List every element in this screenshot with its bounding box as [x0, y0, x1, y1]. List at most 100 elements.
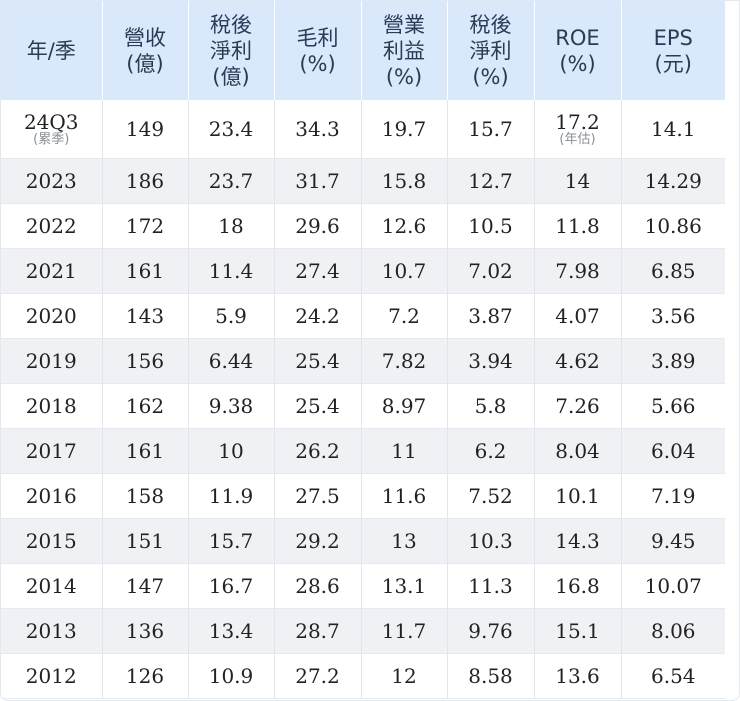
header-label-line: ROE [555, 25, 600, 50]
roe-cell: 14 [534, 158, 622, 204]
table-row: 24Q3 (累季) 149 23.4 34.3 19.7 15.7 17.2 (… [1, 100, 725, 159]
operating-margin-cell: 12 [361, 653, 448, 699]
roe-cell: 16.8 [534, 563, 622, 609]
net-margin-cell: 3.94 [447, 338, 535, 384]
gross-margin-cell: 27.5 [274, 473, 362, 519]
net-margin-cell: 7.52 [447, 473, 535, 519]
table-row: 2018 162 9.38 25.4 8.97 5.8 7.26 5.66 [1, 383, 725, 429]
net-margin-cell: 11.3 [447, 563, 535, 609]
eps-cell: 8.06 [621, 608, 725, 654]
net-margin-cell: 10.5 [447, 203, 535, 249]
period-cell: 2015 [1, 518, 103, 564]
eps-header: EPS (元) [621, 1, 725, 100]
period-cell: 24Q3 (累季) [1, 100, 103, 159]
net-income-cell: 6.44 [188, 338, 275, 384]
period-note: (累季) [33, 131, 70, 147]
operating-margin-cell: 15.8 [361, 158, 448, 204]
table-row: 2019 156 6.44 25.4 7.82 3.94 4.62 3.89 [1, 338, 725, 384]
scroll-gutter [725, 1, 739, 700]
net-income-cell: 23.7 [188, 158, 275, 204]
period-header: 年/季 [1, 1, 103, 100]
period-cell: 2021 [1, 248, 103, 294]
net-income-cell: 9.38 [188, 383, 275, 429]
header-row: 年/季 營收 (億) 稅後 淨利 (億) 毛利 (%) 營業 利益 (%) 稅後 淨利 (%) ROE (%)… [1, 1, 725, 100]
net-income-cell: 5.9 [188, 293, 275, 339]
gross-margin-cell: 26.2 [274, 428, 362, 474]
net-margin-cell: 10.3 [447, 518, 535, 564]
roe-cell: 4.62 [534, 338, 622, 384]
period-cell: 2020 [1, 293, 103, 339]
revenue-cell: 161 [102, 248, 189, 294]
eps-cell: 10.07 [621, 563, 725, 609]
roe-cell: 15.1 [534, 608, 622, 654]
net-margin-header: 稅後 淨利 (%) [447, 1, 535, 100]
roe-cell: 13.6 [534, 653, 622, 699]
net-income-cell: 15.7 [188, 518, 275, 564]
header-label-line: 淨利 [210, 38, 252, 63]
table-row: 2023 186 23.7 31.7 15.8 12.7 14 14.29 [1, 158, 725, 204]
net-income-cell: 13.4 [188, 608, 275, 654]
period-cell: 2018 [1, 383, 103, 429]
net-margin-cell: 9.76 [447, 608, 535, 654]
net-income-cell: 11.9 [188, 473, 275, 519]
table-row: 2017 161 10 26.2 11 6.2 8.04 6.04 [1, 428, 725, 474]
header-label-line: 營業 [383, 12, 425, 37]
gross-margin-cell: 24.2 [274, 293, 362, 339]
operating-margin-cell: 7.2 [361, 293, 448, 339]
roe-cell: 8.04 [534, 428, 622, 474]
table-row: 2021 161 11.4 27.4 10.7 7.02 7.98 6.85 [1, 248, 725, 294]
period-value: 24Q3 [23, 109, 79, 134]
revenue-cell: 172 [102, 203, 189, 249]
eps-cell: 9.45 [621, 518, 725, 564]
roe-cell: 10.1 [534, 473, 622, 519]
header-label-line: (元) [654, 51, 692, 76]
revenue-cell: 136 [102, 608, 189, 654]
net-margin-cell: 5.8 [447, 383, 535, 429]
roe-note: (年估) [559, 131, 596, 147]
net-income-cell: 16.7 [188, 563, 275, 609]
roe-cell: 7.26 [534, 383, 622, 429]
revenue-cell: 161 [102, 428, 189, 474]
period-cell: 2023 [1, 158, 103, 204]
gross-margin-header: 毛利 (%) [274, 1, 362, 100]
operating-margin-cell: 11.7 [361, 608, 448, 654]
operating-margin-cell: 7.82 [361, 338, 448, 384]
roe-cell: 14.3 [534, 518, 622, 564]
revenue-cell: 186 [102, 158, 189, 204]
revenue-cell: 156 [102, 338, 189, 384]
table-row: 2012 126 10.9 27.2 12 8.58 13.6 6.54 [1, 653, 725, 699]
table-row: 2014 147 16.7 28.6 13.1 11.3 16.8 10.07 [1, 563, 725, 609]
eps-cell: 6.54 [621, 653, 725, 699]
roe-header: ROE (%) [534, 1, 622, 100]
period-cell: 2016 [1, 473, 103, 519]
gross-margin-cell: 34.3 [274, 100, 362, 159]
revenue-cell: 162 [102, 383, 189, 429]
gross-margin-cell: 25.4 [274, 383, 362, 429]
roe-cell: 7.98 [534, 248, 622, 294]
header-label-line: 營收 [124, 25, 166, 50]
eps-cell: 6.85 [621, 248, 725, 294]
period-cell: 2022 [1, 203, 103, 249]
gross-margin-cell: 29.6 [274, 203, 362, 249]
eps-cell: 5.66 [621, 383, 725, 429]
table-row: 2020 143 5.9 24.2 7.2 3.87 4.07 3.56 [1, 293, 725, 339]
table-row: 2015 151 15.7 29.2 13 10.3 14.3 9.45 [1, 518, 725, 564]
roe-cell: 11.8 [534, 203, 622, 249]
header-label-line: EPS [653, 25, 693, 50]
gross-margin-cell: 28.6 [274, 563, 362, 609]
operating-margin-cell: 11 [361, 428, 448, 474]
header-label-line: 稅後 [469, 12, 512, 37]
period-cell: 2017 [1, 428, 103, 474]
table-row: 2013 136 13.4 28.7 11.7 9.76 15.1 8.06 [1, 608, 725, 654]
eps-cell: 6.04 [621, 428, 725, 474]
header-label-line: 毛利 [296, 25, 339, 50]
operating-margin-header: 營業 利益 (%) [361, 1, 448, 100]
period-cell: 2013 [1, 608, 103, 654]
operating-margin-cell: 13.1 [361, 563, 448, 609]
revenue-cell: 149 [102, 100, 189, 159]
header-label-line: (%) [472, 64, 509, 89]
operating-margin-cell: 8.97 [361, 383, 448, 429]
operating-margin-cell: 13 [361, 518, 448, 564]
period-cell: 2012 [1, 653, 103, 699]
